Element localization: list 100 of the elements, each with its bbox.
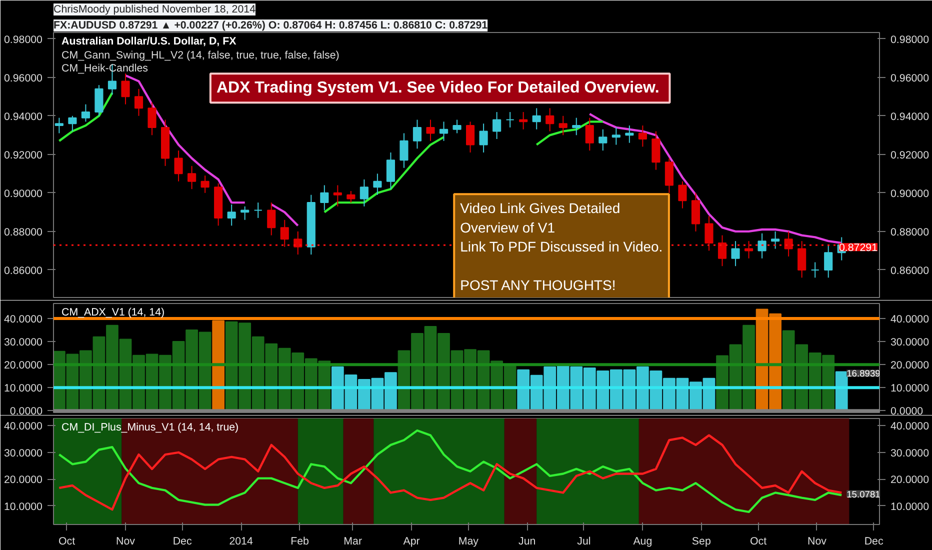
candlestick: [532, 108, 541, 130]
candlestick: [664, 158, 674, 194]
candlestick: [412, 119, 422, 150]
y-tick-label: 0.94000: [4, 110, 43, 123]
candlestick: [360, 178, 368, 207]
annotation: 16.8939: [846, 368, 880, 379]
y2-tick-label: 0.94000: [890, 110, 930, 123]
candlestick: [598, 128, 608, 152]
candlestick: [546, 108, 554, 132]
y-tick-label: 0.98000: [4, 34, 43, 46]
candlestick: [519, 112, 528, 130]
candlestick: [784, 230, 793, 257]
candlestick: [426, 119, 435, 142]
candlestick: [188, 165, 196, 190]
candlestick: [54, 117, 64, 134]
x-tick-label: Jul: [577, 536, 591, 548]
candlestick: [174, 150, 183, 182]
candlestick: [758, 232, 766, 259]
y-tick-label: 40.0000: [4, 313, 43, 326]
y-tick-label: 20.0000: [4, 360, 43, 372]
y2-tick-label: 0.98000: [890, 34, 930, 46]
candlestick: [320, 184, 329, 211]
x-tick-label: Apr: [403, 536, 420, 548]
candlestick: [479, 123, 488, 153]
chart-title: Australian Dollar/U.S. Dollar, D, FX: [62, 36, 238, 48]
candlestick: [638, 125, 647, 148]
candlestick: [704, 216, 714, 252]
y-tick-label: 40.0000: [4, 420, 43, 433]
candlestick: [134, 88, 144, 116]
y-tick-label: 0.96000: [4, 72, 43, 84]
y2-tick-label: 30.0000: [890, 336, 930, 349]
candlestick: [280, 219, 289, 248]
candlestick: [121, 73, 130, 105]
candlestick: [652, 130, 660, 170]
candlestick: [585, 117, 594, 152]
candlestick: [625, 125, 634, 144]
x-tick-label: Nov: [116, 536, 136, 548]
text: Video Link Gives Detailed Overview of V1 Link To PDF Discussed in Video. POST ANY THOUGHTS!: [460, 200, 663, 293]
candlestick: [558, 115, 568, 136]
y2-tick-label: 40.0000: [890, 420, 930, 433]
candlestick: [267, 202, 276, 236]
y2-tick-label: 0.86000: [890, 264, 930, 277]
y2-tick-label: 20.0000: [890, 474, 930, 486]
x-tick-label: Aug: [633, 536, 652, 548]
chart-title: CM_ADX_V1 (14, 14): [62, 306, 165, 318]
y-tick-label: 0.86000: [4, 264, 43, 277]
candlestick: [691, 192, 700, 232]
y-tick-label: 0.0000: [10, 406, 43, 418]
candlestick: [466, 121, 475, 153]
candlestick: [439, 121, 448, 142]
candlestick: [148, 102, 156, 136]
candlestick: [718, 234, 727, 267]
x-tick-label: 2014: [229, 536, 253, 548]
candlestick: [452, 119, 462, 134]
candlestick: [386, 152, 396, 190]
y-tick-label: 20.0000: [4, 474, 43, 486]
y-tick-label: 0.88000: [4, 226, 43, 238]
candlestick: [200, 175, 210, 194]
y2-tick-label: 10.0000: [890, 382, 930, 395]
annotation: ADX Trading System V1. See Video For Detailed Overview.: [216, 80, 660, 97]
candlestick: [94, 84, 104, 116]
x-tick-label: Nov: [808, 536, 828, 548]
candlestick: [294, 230, 302, 256]
x-tick-label: Dec: [172, 536, 192, 548]
y-tick-label: 10.0000: [4, 500, 43, 513]
candlestick: [227, 204, 236, 226]
y2-tick-label: 0.92000: [890, 149, 930, 162]
y-tick-label: 0.90000: [4, 188, 43, 200]
annotation: 15.0781: [846, 489, 880, 500]
y2-tick-label: 40.0000: [890, 313, 930, 326]
text: ChrisMoody published November 18, 2014: [54, 4, 256, 16]
candlestick: [492, 112, 502, 140]
y2-tick-label: 0.96000: [890, 72, 930, 84]
candlestick: [771, 230, 780, 250]
y2-tick-label: 0.0000: [890, 406, 924, 418]
y2-tick-label: 30.0000: [890, 447, 930, 460]
candlestick: [824, 244, 833, 278]
x-tick-label: Feb: [290, 536, 310, 548]
candlestick: [572, 117, 581, 136]
y2-tick-label: 0.88000: [890, 226, 930, 238]
x-tick-label: Mar: [344, 536, 362, 548]
text: FX:AUDUSD 0.87291 ▲ +0.00227 (+0.26%) O: 0.87064 H: 0.87456 L: 0.86810 C: 0.87291: [54, 20, 488, 32]
x-tick-label: Oct: [58, 536, 76, 548]
candlestick: [333, 184, 342, 207]
y-tick-label: 0.92000: [4, 149, 43, 162]
candlestick: [373, 173, 382, 196]
x-tick-label: Jun: [518, 536, 536, 548]
y-tick-label: 30.0000: [4, 447, 43, 460]
y2-tick-label: 0.90000: [890, 188, 930, 200]
y2-tick-label: 10.0000: [890, 500, 930, 513]
candlestick: [798, 240, 806, 278]
x-tick-label: Sep: [692, 536, 711, 548]
candlestick: [810, 262, 820, 278]
candlestick: [81, 104, 90, 122]
candlestick: [678, 180, 687, 209]
candlestick: [400, 132, 408, 168]
candlestick: [346, 190, 356, 204]
bar: [212, 320, 225, 412]
x-tick-label: May: [458, 536, 480, 548]
ref-line-label: 0.87291: [838, 242, 878, 254]
